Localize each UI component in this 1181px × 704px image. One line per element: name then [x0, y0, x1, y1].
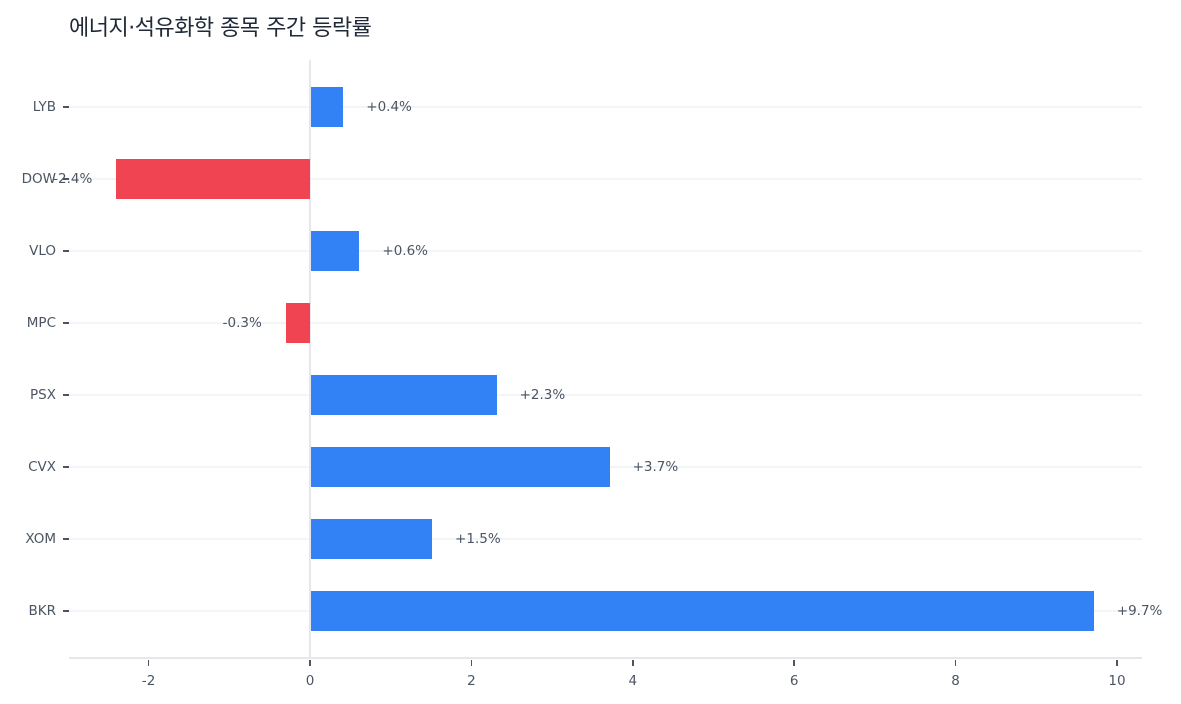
y-label-mpc: MPC — [26, 315, 56, 331]
gridline — [69, 394, 1142, 396]
y-label-cvx: CVX — [28, 459, 56, 475]
y-label-psx: PSX — [30, 387, 56, 403]
gridline — [69, 538, 1142, 540]
value-label-psx: +2.3% — [519, 387, 566, 403]
gridline — [69, 250, 1142, 252]
bar-cvx — [311, 447, 610, 487]
value-label-cvx: +3.7% — [632, 459, 679, 475]
x-tick-label: 8 — [951, 673, 960, 689]
value-label-vlo: +0.6% — [382, 243, 429, 259]
y-tick — [63, 106, 69, 108]
x-tick-label: 2 — [467, 673, 476, 689]
bar-xom — [311, 519, 433, 559]
x-tick-label: 4 — [628, 673, 638, 689]
x-tick — [793, 660, 795, 666]
y-label-dow: DOW — [21, 171, 56, 187]
value-label-dow: -2.4% — [53, 171, 93, 187]
x-tick-label: -2 — [141, 673, 156, 689]
x-tick — [147, 660, 150, 666]
bar-psx — [311, 375, 497, 415]
gridline — [69, 106, 1142, 108]
y-tick — [63, 250, 69, 252]
bar-dow — [116, 159, 310, 199]
bar-vlo — [311, 231, 360, 271]
y-tick — [63, 466, 69, 468]
y-tick — [63, 610, 69, 612]
value-label-bkr: +9.7% — [1116, 603, 1163, 619]
value-label-lyb: +0.4% — [366, 99, 412, 115]
y-tick — [63, 178, 69, 180]
x-tick — [470, 660, 473, 666]
x-tick — [632, 660, 634, 666]
zero-line — [309, 60, 311, 657]
x-tick-label: 0 — [305, 673, 315, 689]
x-axis-line — [69, 657, 1142, 659]
y-label-xom: XOM — [25, 531, 56, 547]
bar-mpc — [285, 303, 310, 343]
y-label-bkr: BKR — [28, 603, 57, 619]
y-tick — [63, 322, 69, 324]
x-tick — [954, 660, 957, 666]
y-tick — [63, 394, 69, 396]
bar-bkr — [311, 591, 1094, 631]
x-tick — [1116, 660, 1118, 666]
x-tick — [309, 660, 311, 666]
x-tick-label: 6 — [789, 673, 799, 689]
y-label-vlo: VLO — [29, 243, 56, 259]
value-label-xom: +1.5% — [455, 531, 501, 547]
chart-title: 에너지·석유화학 종목 주간 등락률 — [69, 16, 372, 41]
gridline — [69, 178, 1142, 180]
y-tick — [63, 538, 69, 540]
bar-lyb — [311, 87, 344, 127]
y-label-lyb: LYB — [32, 99, 56, 115]
x-tick-label: 10 — [1108, 673, 1126, 689]
value-label-mpc: -0.3% — [222, 315, 262, 331]
gridline — [69, 322, 1142, 324]
